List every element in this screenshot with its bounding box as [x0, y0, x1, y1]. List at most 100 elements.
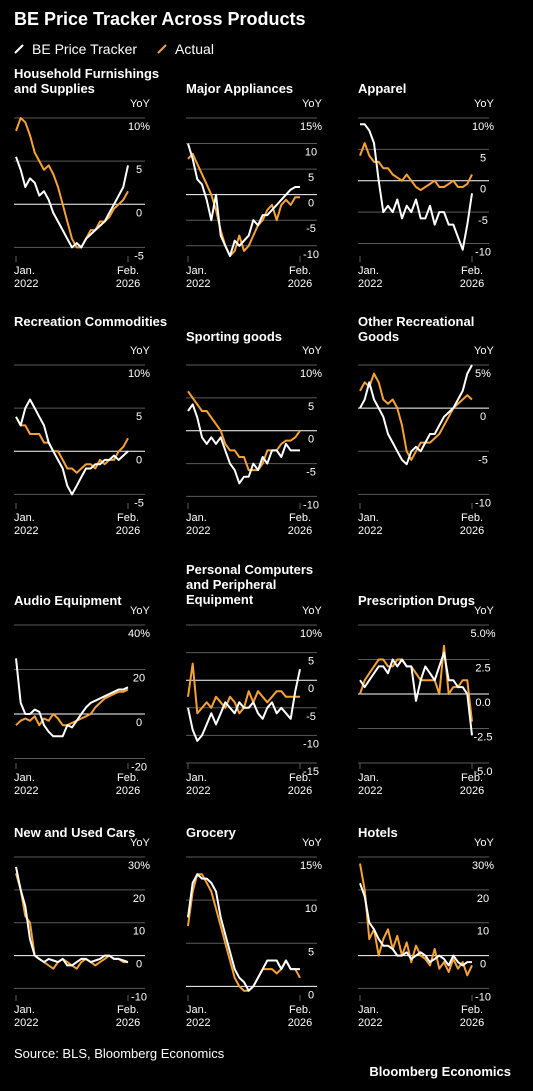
x-tick-label-end-year: 2026 [116, 525, 140, 537]
x-tick-label-end-year: 2026 [288, 525, 312, 537]
y-tick-label: 5% [475, 368, 491, 380]
series-line-actual [187, 152, 300, 257]
x-tick-label-start-year: 2022 [14, 525, 38, 537]
panel-title-drugs: Prescription Drugs [358, 593, 476, 608]
y-tick-label: 15% [300, 121, 322, 133]
x-tick-label-start: Jan. [14, 772, 35, 784]
x-tick-label-start-year: 2022 [186, 278, 210, 290]
brand-logo-text: Bloomberg Economics [369, 1064, 511, 1079]
y-tick-label: 0 [136, 959, 142, 971]
legend-item-tracker: BE Price Tracker [14, 41, 137, 57]
panel-title-audio: Audio Equipment [14, 593, 122, 608]
y-axis-label: YoY [474, 605, 494, 617]
y-tick-label: 0 [308, 434, 314, 446]
x-tick-label-end-year: 2026 [460, 278, 484, 290]
x-tick-label-end: Feb. [289, 265, 311, 277]
source-note: Source: BLS, Bloomberg Economics [14, 1046, 225, 1061]
legend: BE Price Tracker Actual [14, 41, 234, 57]
legend-item-actual: Actual [157, 41, 214, 57]
x-tick-label-start: Jan. [358, 265, 379, 277]
y-axis-label: YoY [474, 837, 494, 849]
x-tick-label-end-year: 2026 [460, 1017, 484, 1029]
series-line-actual [359, 644, 473, 722]
y-tick-label: 0 [136, 207, 142, 219]
x-tick-label-start-year: 2022 [358, 525, 382, 537]
series-line-actual [359, 863, 473, 977]
x-tick-label-end-year: 2026 [116, 1017, 140, 1029]
y-tick-label: -5.0 [474, 766, 493, 778]
panel-title-grocery: Grocery [186, 825, 236, 840]
y-tick-label: 0 [480, 411, 486, 423]
x-tick-label-start: Jan. [186, 772, 207, 784]
x-tick-label-end-year: 2026 [288, 785, 312, 797]
y-tick-label: 5.0% [470, 628, 495, 640]
y-axis-label: YoY [474, 345, 494, 357]
y-tick-label: -10 [475, 991, 491, 1003]
legend-label-tracker: BE Price Tracker [32, 41, 138, 57]
x-tick-label-start: Jan. [186, 1004, 207, 1016]
legend-label-actual: Actual [175, 41, 214, 57]
panel-title-sporting: Sporting goods [186, 329, 283, 344]
series-line-tracker [360, 123, 473, 251]
y-tick-label: 0 [308, 683, 314, 695]
y-tick-label: 0.0 [475, 697, 490, 709]
x-tick-label-start: Jan. [186, 512, 207, 524]
actual-legend-swatch-icon [157, 44, 167, 54]
series-line-tracker [187, 873, 300, 992]
panel-title-apparel: Apparel [358, 81, 407, 96]
x-tick-label-end: Feb. [461, 512, 483, 524]
panel-title-hotels: Hotels [358, 825, 398, 840]
y-tick-label: 5 [136, 164, 142, 176]
x-tick-label-end: Feb. [461, 1004, 483, 1016]
y-tick-label: 10% [472, 121, 494, 133]
y-tick-label: -10 [475, 246, 491, 258]
series-line-tracker [187, 143, 300, 257]
chart-title: BE Price Tracker Across Products [14, 9, 306, 29]
y-tick-label: 20 [133, 673, 145, 685]
y-tick-label: -15 [303, 766, 319, 778]
y-tick-label: -2.5 [474, 732, 493, 744]
panel-title-cars: New and Used Cars [14, 825, 136, 840]
tracker-legend-swatch-icon [14, 44, 24, 54]
y-tick-label: -5 [134, 497, 144, 509]
y-tick-label: 10% [300, 368, 322, 380]
y-tick-label: -10 [131, 991, 147, 1003]
y-axis-label: YoY [130, 605, 150, 617]
y-tick-label: 20 [133, 893, 145, 905]
series-line-actual [15, 873, 128, 970]
x-tick-label-start: Jan. [358, 1004, 379, 1016]
x-tick-label-end-year: 2026 [116, 785, 140, 797]
x-tick-label-start-year: 2022 [14, 1017, 38, 1029]
series-line-tracker [15, 156, 129, 249]
y-tick-label: -5 [478, 454, 488, 466]
y-axis-label: YoY [302, 837, 322, 849]
series-line-actual [187, 662, 300, 715]
y-axis-label: YoY [130, 837, 150, 849]
y-tick-label: 0 [136, 717, 142, 729]
y-tick-label: 40% [128, 628, 150, 640]
y-axis-label: YoY [130, 345, 150, 357]
x-tick-label-start: Jan. [358, 772, 379, 784]
y-tick-label: 15% [300, 860, 322, 872]
series-line-tracker [187, 668, 301, 742]
x-tick-label-end-year: 2026 [460, 785, 484, 797]
panel-title-appliances: Major Appliances [186, 81, 294, 96]
x-tick-label-end-year: 2026 [288, 1017, 312, 1029]
x-tick-label-end: Feb. [461, 265, 483, 277]
series-line-tracker [15, 398, 129, 496]
y-tick-label: 5 [308, 401, 314, 413]
x-tick-label-start: Jan. [186, 265, 207, 277]
panel-title-household: Household Furnishings and Supplies [14, 66, 160, 96]
x-tick-label-end-year: 2026 [288, 278, 312, 290]
x-tick-label-start: Jan. [14, 1004, 35, 1016]
y-tick-label: -10 [303, 249, 319, 261]
y-tick-label: 5 [480, 152, 486, 164]
series-line-actual [15, 117, 129, 249]
x-tick-label-end: Feb. [461, 772, 483, 784]
y-tick-label: 10 [477, 926, 489, 938]
x-tick-label-end: Feb. [117, 512, 139, 524]
series-line-actual [187, 873, 301, 992]
series-line-actual [15, 688, 129, 727]
y-tick-label: 10 [133, 926, 145, 938]
y-tick-label: 30% [472, 860, 494, 872]
